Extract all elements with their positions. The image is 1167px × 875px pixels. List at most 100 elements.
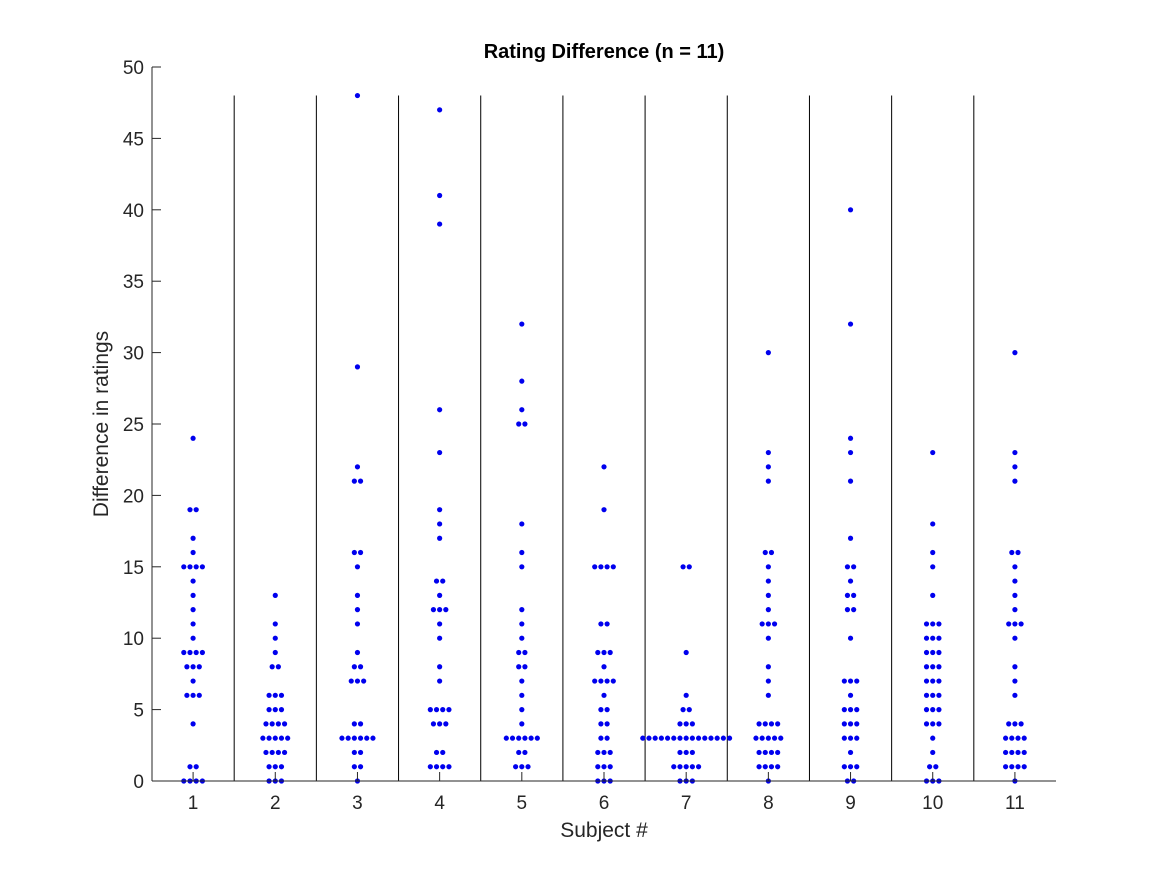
data-point <box>437 535 443 541</box>
data-point <box>351 764 357 770</box>
data-point <box>708 735 714 741</box>
y-tick-label: 35 <box>123 272 144 293</box>
subject-separators <box>233 95 975 781</box>
data-point <box>354 607 361 613</box>
data-point <box>348 678 354 684</box>
data-point <box>762 749 768 756</box>
data-point <box>930 621 936 627</box>
data-point <box>519 407 525 413</box>
data-point <box>854 735 860 741</box>
data-point <box>354 678 361 684</box>
data-point <box>765 350 771 356</box>
data-point <box>936 678 942 684</box>
y-tick-label: 20 <box>123 486 144 507</box>
data-point <box>702 735 708 741</box>
data-point <box>1012 449 1018 456</box>
data-point <box>260 735 266 741</box>
data-point <box>1021 735 1027 741</box>
data-point <box>519 764 525 770</box>
data-point <box>927 764 933 770</box>
data-point <box>844 592 851 598</box>
data-point <box>847 749 854 756</box>
data-point <box>771 735 778 741</box>
x-tick-label: 11 <box>1005 793 1025 814</box>
data-point <box>361 678 367 684</box>
data-point <box>516 664 522 670</box>
data-point <box>595 649 601 656</box>
data-point <box>522 749 528 756</box>
x-tick-label: 2 <box>270 793 281 814</box>
data-point <box>272 592 278 598</box>
data-point <box>598 721 604 727</box>
data-point <box>765 564 771 570</box>
data-point <box>765 592 771 598</box>
data-point <box>440 707 446 713</box>
data-point <box>440 578 446 584</box>
data-point <box>190 578 196 584</box>
data-point <box>354 464 361 470</box>
data-point <box>765 464 771 470</box>
data-point <box>351 735 357 741</box>
data-point <box>930 735 936 741</box>
data-point <box>266 735 272 741</box>
data-point <box>519 378 525 384</box>
data-point <box>640 735 646 741</box>
data-point <box>272 635 278 641</box>
data-point <box>1012 664 1018 670</box>
data-point <box>181 649 187 656</box>
data-point <box>437 635 443 641</box>
data-point <box>689 721 695 727</box>
data-point <box>190 678 196 684</box>
x-ticks: 1 2 3 4 5 6 7 8 9 10 11 <box>188 772 1025 814</box>
data-point <box>689 735 695 741</box>
data-point <box>601 464 607 470</box>
data-point <box>364 735 370 741</box>
data-point <box>695 735 702 741</box>
data-point <box>187 764 193 770</box>
data-point <box>437 221 443 227</box>
data-point <box>762 549 768 556</box>
data-point <box>443 721 449 727</box>
data-point <box>775 749 781 756</box>
data-point <box>680 707 686 713</box>
data-point <box>854 721 860 727</box>
data-point <box>930 635 936 641</box>
data-point <box>936 707 942 713</box>
data-point <box>199 649 205 656</box>
y-ticks: 0 5 10 15 20 25 30 35 40 45 50 <box>123 58 161 793</box>
x-tick-label: 8 <box>763 793 774 814</box>
data-point <box>187 649 193 656</box>
data-point <box>187 507 193 513</box>
data-point <box>841 721 847 727</box>
data-point <box>354 564 361 570</box>
x-tick-label: 3 <box>352 793 363 814</box>
data-point <box>1012 578 1018 584</box>
data-point <box>683 735 689 741</box>
x-tick-label: 4 <box>434 793 445 814</box>
data-point <box>671 764 677 770</box>
data-point <box>519 721 525 727</box>
data-point <box>847 578 854 584</box>
data-point <box>266 764 272 770</box>
data-point <box>278 692 285 698</box>
data-point <box>664 735 671 741</box>
data-point <box>765 449 771 456</box>
data-point <box>1012 721 1018 727</box>
data-point <box>604 621 610 627</box>
data-point <box>272 621 278 627</box>
data-point <box>936 621 942 627</box>
data-point <box>671 735 677 741</box>
data-point <box>519 707 525 713</box>
data-point <box>936 664 942 670</box>
data-point <box>1018 721 1024 727</box>
data-point <box>446 764 452 770</box>
data-point <box>936 721 942 727</box>
data-point <box>652 735 658 741</box>
data-point <box>923 678 930 684</box>
data-point <box>272 692 278 698</box>
data-point <box>658 735 664 741</box>
data-point <box>851 607 857 613</box>
data-point <box>854 678 860 684</box>
data-point <box>281 721 288 727</box>
